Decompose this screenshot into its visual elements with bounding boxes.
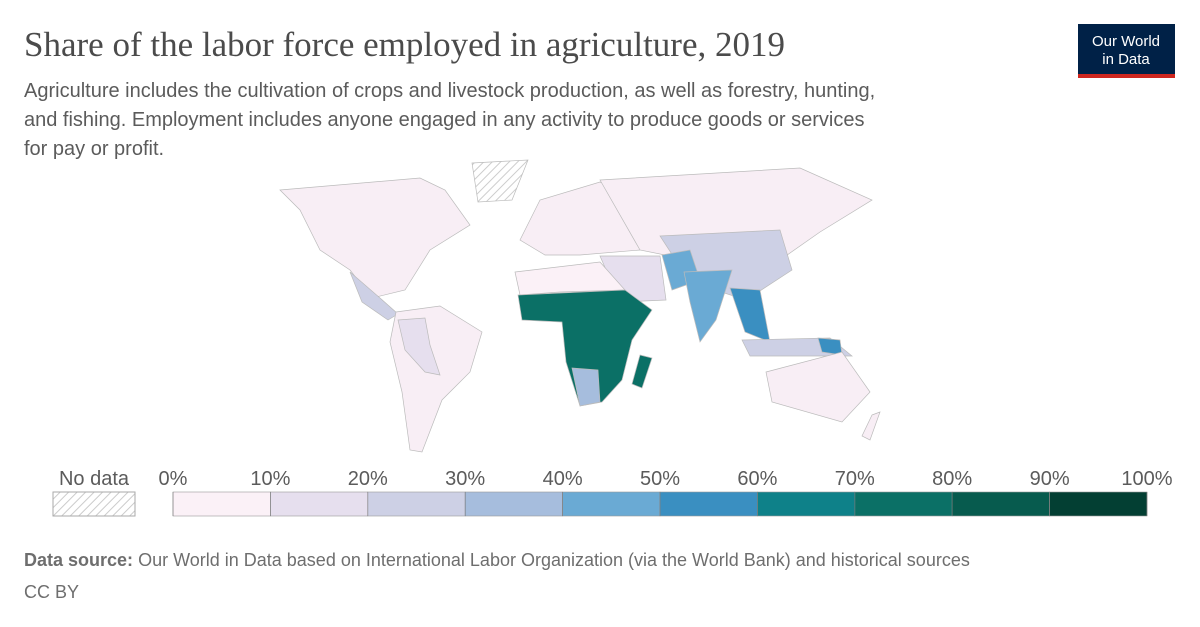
- subtitle: and fishing. Employment includes anyone …: [24, 109, 865, 131]
- legend-tick-label: 100%: [1121, 468, 1172, 490]
- new-zealand: [861, 411, 881, 441]
- legend-tick-label: 60%: [737, 468, 777, 490]
- legend: No data 0% 10% 20% 30% 40% 50% 60% 70% 80% 90% 100…: [52, 468, 1173, 517]
- subtitle: for pay or profit.: [24, 138, 164, 160]
- subtitle: Agriculture includes the cultivation of …: [24, 80, 875, 102]
- legend-tick-label: 20%: [348, 468, 388, 490]
- legend-bin: [464, 491, 563, 517]
- logo-bar: [1078, 74, 1175, 78]
- logo-text: Our World: [1092, 33, 1160, 50]
- legend-bin: [659, 491, 758, 517]
- legend-bin: [172, 491, 271, 517]
- legend-tick-label: 70%: [835, 468, 875, 490]
- logo-text: in Data: [1102, 51, 1150, 68]
- legend-tick-label: 40%: [543, 468, 583, 490]
- legend-tick-label: 10%: [250, 468, 290, 490]
- north-africa: [514, 261, 626, 296]
- legend-tick-label: 80%: [932, 468, 972, 490]
- title: Share of the labor force employed in agr…: [24, 25, 785, 64]
- license: CC BY: [24, 582, 79, 602]
- legend-tick-label: 50%: [640, 468, 680, 490]
- no-data-swatch: [52, 491, 136, 517]
- source-text: Our World in Data based on International…: [138, 550, 970, 570]
- legend-bin: [270, 491, 369, 517]
- greenland: [471, 159, 529, 203]
- legend-bin: [1049, 491, 1148, 517]
- source: Data source: Our World in Data based on …: [24, 550, 970, 570]
- andes: [397, 317, 441, 376]
- madagascar: [631, 354, 653, 389]
- legend-bin: [757, 491, 856, 517]
- southeast-asia: [729, 287, 771, 343]
- legend-bin: [951, 491, 1050, 517]
- world-map: [279, 159, 881, 453]
- source-label: Data source:: [24, 550, 133, 570]
- no-data-label: No data: [59, 468, 130, 490]
- legend-tick-label: 30%: [445, 468, 485, 490]
- north-america: [279, 177, 471, 299]
- legend-tick-label: 90%: [1030, 468, 1070, 490]
- india: [683, 269, 733, 343]
- southern-africa: [571, 367, 601, 407]
- logo[interactable]: Our World in Data: [1078, 24, 1175, 78]
- sub-saharan-africa: [517, 289, 653, 407]
- logo-box: [1078, 24, 1175, 74]
- australia: [765, 351, 871, 423]
- legend-bin: [562, 491, 661, 517]
- legend-bin: [854, 491, 953, 517]
- central-america: [349, 271, 399, 321]
- legend-bin: [367, 491, 466, 517]
- legend-tick-label: 0%: [159, 468, 188, 490]
